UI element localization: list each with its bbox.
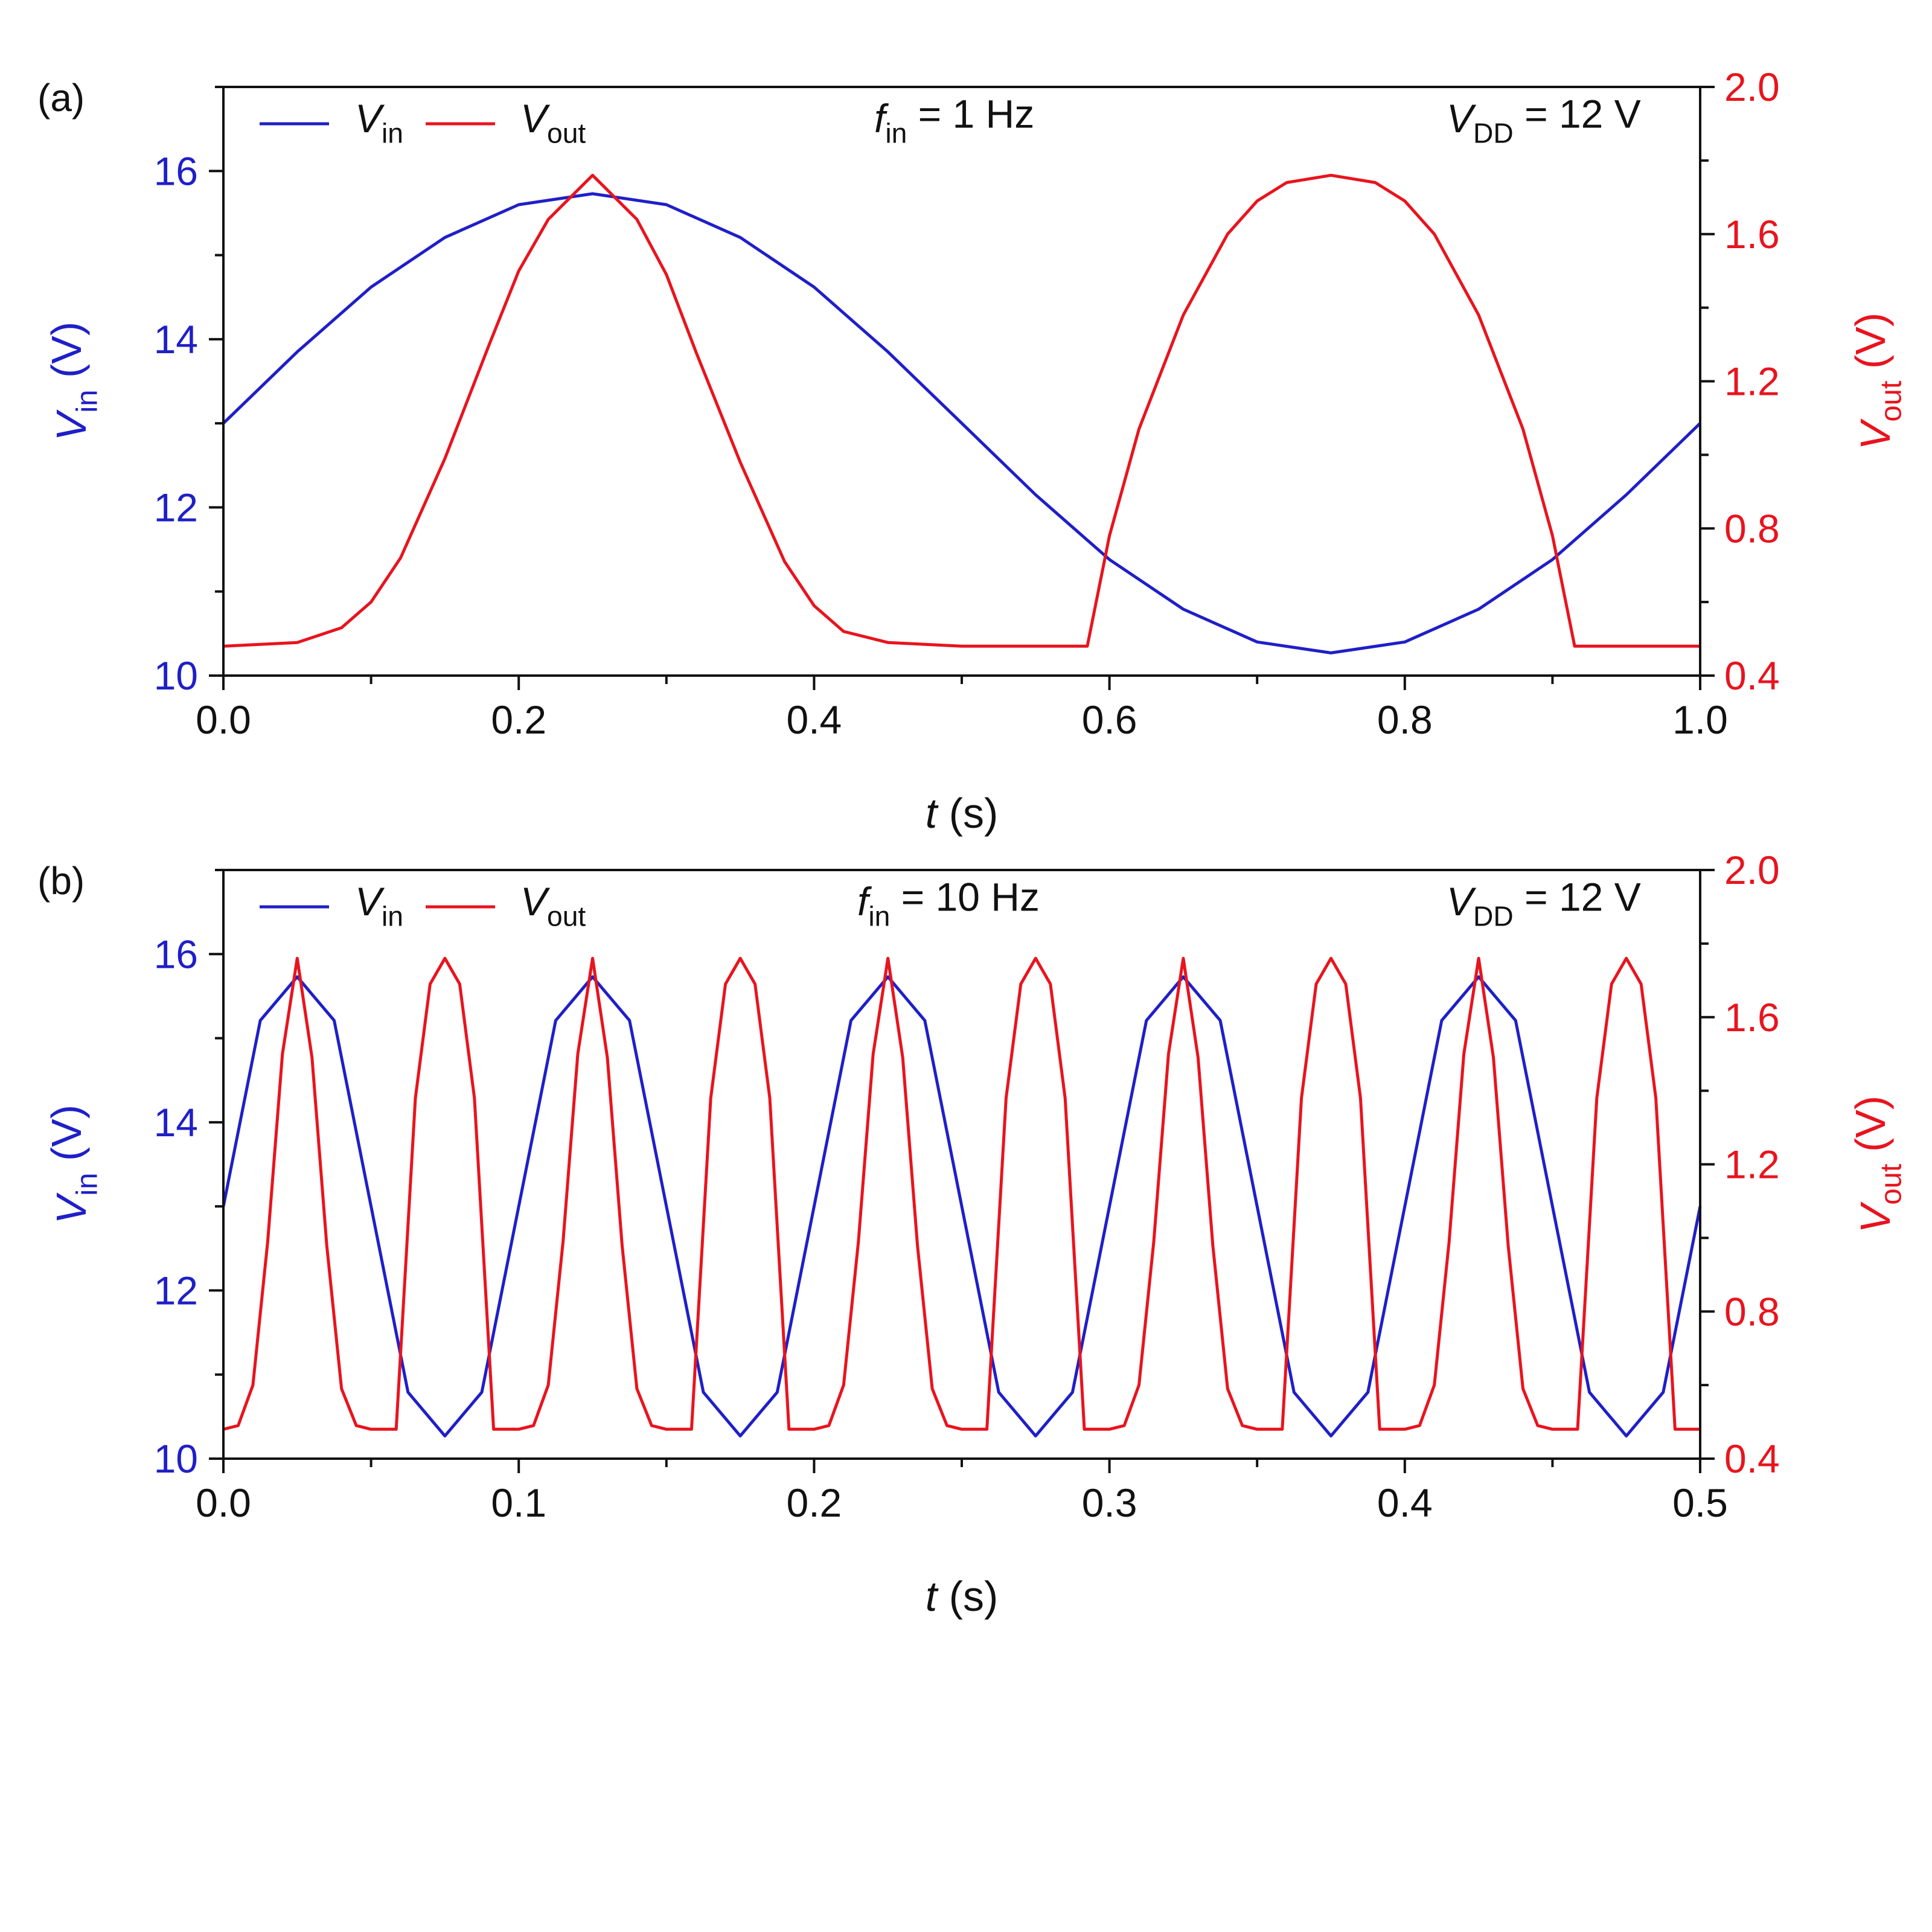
y-right-axis-label-group: Vout (V) (1847, 313, 1908, 450)
y-right-tick-label: 0.8 (1724, 1289, 1780, 1334)
y-left-tick-label: 14 (154, 317, 198, 362)
y-right-axis-label: Vout (V) (1847, 1096, 1908, 1233)
x-axis-label: t (s) (926, 1573, 999, 1620)
y-right-tick-label: 0.4 (1724, 1436, 1780, 1481)
x-tick-label: 0.1 (491, 1480, 546, 1525)
legend-vin-label: Vin (355, 96, 403, 149)
series-line-vin (222, 192, 1701, 654)
y-right-tick-label: 1.6 (1724, 995, 1780, 1040)
y-left-axis-label-group: Vin (V) (43, 322, 104, 441)
legend-vout-label: Vout (520, 879, 586, 932)
y-right-tick-label: 1.2 (1724, 1142, 1780, 1187)
y-left-tick-label: 16 (154, 932, 198, 976)
y-left-axis-label: Vin (V) (43, 322, 104, 441)
y-right-tick-label: 2.0 (1724, 848, 1780, 892)
y-left-axis-label: Vin (V) (43, 1105, 104, 1224)
frequency-annotation: fin = 1 Hz (874, 91, 1034, 149)
y-left-tick-label: 10 (154, 653, 198, 698)
y-right-axis-label: Vout (V) (1847, 313, 1908, 450)
y-left-tick-label: 12 (154, 1268, 198, 1313)
legend-vin-label: Vin (355, 879, 403, 932)
y-right-tick-label: 1.2 (1724, 359, 1780, 404)
x-tick-label: 1.0 (1672, 697, 1728, 742)
x-tick-label: 0.0 (196, 697, 251, 742)
legend-vout-label: Vout (520, 96, 586, 149)
y-right-tick-label: 2.0 (1724, 65, 1780, 109)
series-line-vout (223, 956, 1700, 1431)
vdd-annotation: VDD = 12 V (1447, 91, 1641, 149)
panel-b: 0.0 0.1 0.2 0.3 0.4 0.5101214160.40.81.21.62.… (37, 848, 1908, 1620)
x-tick-label: 0.2 (787, 1480, 842, 1525)
x-tick-label: 0.4 (1377, 1480, 1433, 1525)
x-tick-label: 0.3 (1082, 1480, 1137, 1525)
x-axis-label: t (s) (926, 790, 999, 837)
x-tick-label: 0.5 (1672, 1480, 1728, 1525)
x-tick-label: 0.0 (196, 1480, 251, 1525)
panel-label: (a) (37, 76, 85, 120)
y-right-tick-label: 0.4 (1724, 653, 1780, 698)
y-right-tick-label: 0.8 (1724, 506, 1780, 551)
plot-frame (222, 86, 1701, 677)
series-line-vout (223, 173, 1700, 648)
y-left-axis-label-group: Vin (V) (43, 1105, 104, 1224)
y-right-tick-label: 1.6 (1724, 212, 1780, 257)
frequency-annotation: fin = 10 Hz (857, 874, 1040, 932)
vdd-annotation: VDD = 12 V (1447, 874, 1641, 932)
panel-a: 0.0 0.2 0.4 0.6 0.8 1.0 10 12 14 16 0.4 0.8 1.2 1.6 2.… (37, 65, 1908, 837)
y-left-tick-label: 14 (154, 1100, 198, 1145)
y-left-tick-label: 16 (154, 149, 198, 193)
x-tick-label: 0.2 (491, 697, 546, 742)
x-tick-label: 0.4 (787, 697, 842, 742)
x-tick-label: 0.6 (1082, 697, 1137, 742)
series-line-vin (222, 975, 1702, 1438)
x-tick-label: 0.8 (1377, 697, 1433, 742)
y-right-axis-label-group: Vout (V) (1847, 1096, 1908, 1233)
y-left-tick-label: 12 (154, 485, 198, 529)
panel-label: (b) (37, 859, 85, 903)
y-left-tick-label: 10 (154, 1436, 198, 1481)
